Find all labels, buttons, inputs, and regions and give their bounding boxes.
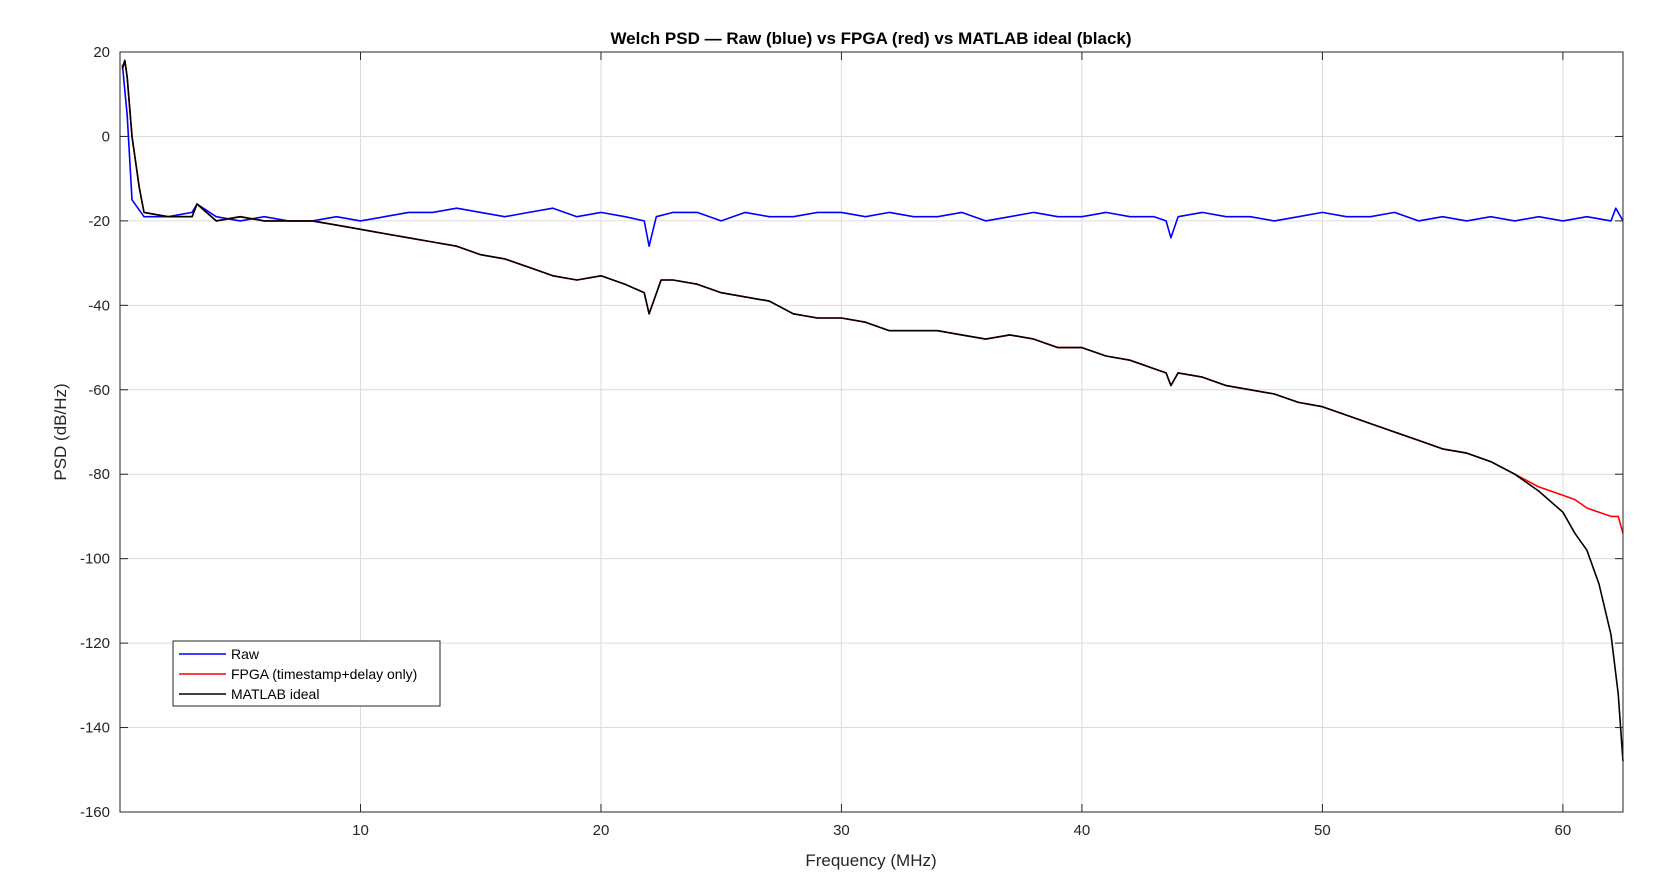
y-tick-label: 20	[93, 44, 110, 61]
y-tick-label: -100	[80, 551, 110, 568]
chart-title: Welch PSD — Raw (blue) vs FPGA (red) vs …	[610, 29, 1131, 48]
series-line-matlab-ideal	[121, 59, 1624, 762]
x-tick-label: 30	[833, 822, 850, 839]
legend-entry-matlab-ideal: MATLAB ideal	[231, 686, 319, 702]
axes-frame	[119, 51, 1624, 813]
x-axis-label: Frequency (MHz)	[805, 851, 936, 870]
x-tick-label: 40	[1074, 822, 1091, 839]
y-tick-label: -160	[80, 804, 110, 821]
ticks: 10 20 30 40 50 60 20 0 -20 -40 -60 -80 -100 -120 -140 -…	[80, 44, 1623, 839]
y-axis-label: PSD (dB/Hz)	[51, 383, 70, 480]
y-tick-label: -20	[88, 213, 110, 230]
y-tick-label: -80	[88, 466, 110, 483]
legend: Raw FPGA (timestamp+delay only) MATLAB ide…	[172, 640, 441, 707]
series-line-raw	[121, 64, 1624, 247]
y-tick-label: -60	[88, 382, 110, 399]
y-tick-label: -40	[88, 297, 110, 314]
legend-entry-raw: Raw	[231, 646, 260, 662]
grid	[120, 51, 1623, 813]
y-tick-label: -140	[80, 720, 110, 737]
legend-entry-fpga-timestamp-delay-only: FPGA (timestamp+delay only)	[231, 666, 417, 682]
x-tick-label: 50	[1314, 822, 1331, 839]
series-layer	[121, 59, 1624, 762]
x-tick-label: 10	[352, 822, 369, 839]
x-tick-label: 20	[593, 822, 610, 839]
x-tick-label: 60	[1555, 822, 1572, 839]
y-tick-label: -120	[80, 635, 110, 652]
y-tick-label: 0	[102, 128, 110, 145]
